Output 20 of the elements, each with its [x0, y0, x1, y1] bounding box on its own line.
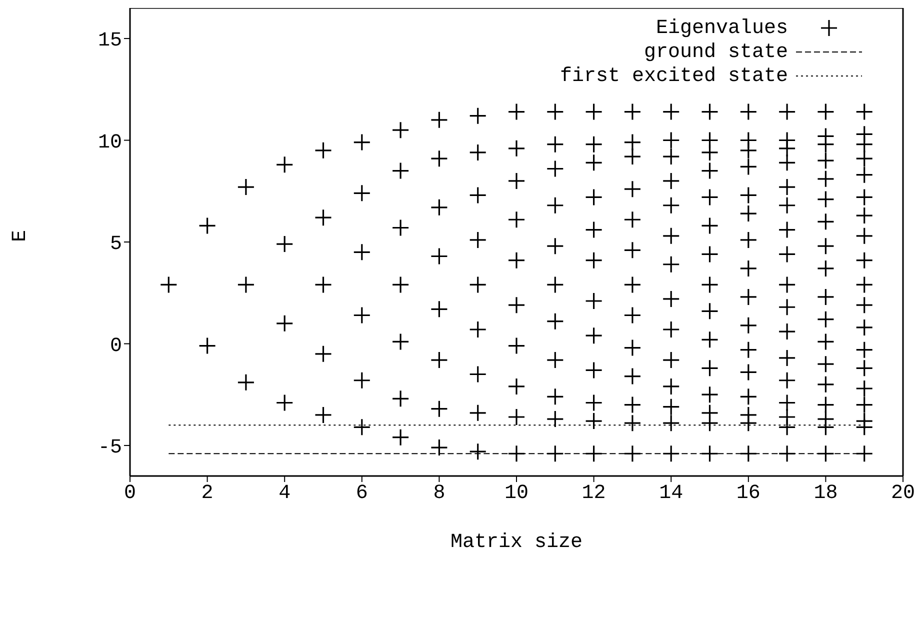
y-axis-title: E	[9, 230, 32, 242]
x-tick-label: 4	[278, 482, 291, 506]
y-tick-label: -5	[98, 436, 122, 460]
x-tick-label: 6	[356, 482, 368, 506]
y-tick-label: 0	[110, 334, 122, 358]
x-tick-label: 20	[890, 482, 916, 506]
x-tick-label: 16	[736, 482, 760, 506]
legend-label: Eigenvalues	[656, 16, 788, 40]
legend-label: ground state	[644, 40, 788, 64]
x-tick-label: 10	[504, 482, 529, 506]
x-tick-label: 14	[659, 482, 684, 506]
x-axis-title: Matrix size	[450, 531, 583, 554]
y-tick-label: 15	[98, 30, 122, 53]
y-tick-label: 10	[98, 131, 122, 154]
x-tick-label: 18	[814, 482, 838, 506]
x-tick-label: 8	[433, 482, 446, 506]
x-tick-label: 2	[201, 482, 214, 506]
x-tick-label: 12	[582, 482, 606, 506]
y-tick-label: 5	[110, 233, 122, 256]
legend-label: first excited state	[560, 64, 788, 88]
